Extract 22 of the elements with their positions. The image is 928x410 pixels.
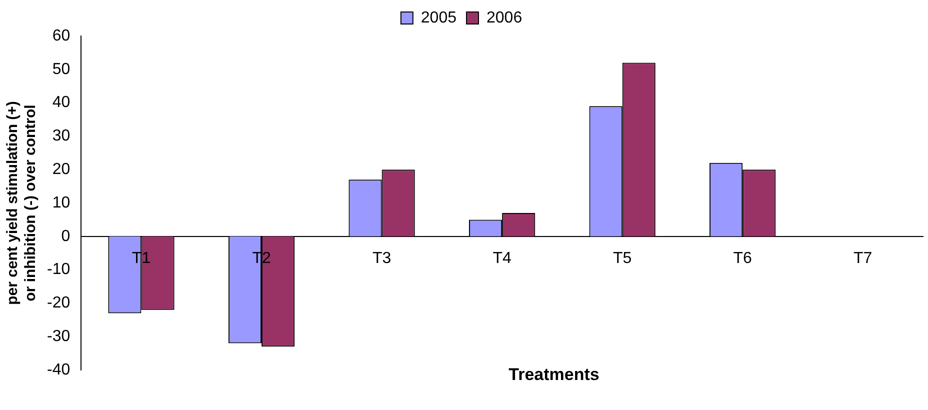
legend-label: 2006 (486, 9, 522, 26)
x-tick-label: T6 (733, 250, 752, 267)
y-tick-label: 0 (61, 228, 70, 245)
legend-label: 2005 (420, 9, 457, 26)
y-tick-label: 50 (52, 60, 70, 78)
y-tick-label: -20 (47, 294, 70, 312)
x-tick-label: T4 (492, 250, 512, 267)
y-tick-label: 30 (52, 128, 70, 145)
y-tick-label: 40 (52, 94, 70, 112)
y-tick-label: 60 (52, 27, 70, 44)
x-axis-title: Treatments (508, 365, 600, 384)
y-tick-label: -30 (47, 328, 70, 346)
y-axis-title: per cent yield stimulation (+) or inhibition (-) over control (4, 101, 40, 305)
y-tick-label: -40 (47, 361, 70, 378)
y-tick-label: 20 (52, 161, 70, 178)
x-tick-label: T1 (132, 250, 151, 267)
x-tick-label: T2 (252, 250, 271, 267)
x-tick-label: T5 (612, 250, 632, 267)
y-tick-label: -10 (47, 261, 70, 278)
x-tick-label: T3 (372, 250, 392, 267)
y-tick-label: 10 (52, 194, 70, 212)
x-tick-label: T7 (854, 250, 872, 267)
